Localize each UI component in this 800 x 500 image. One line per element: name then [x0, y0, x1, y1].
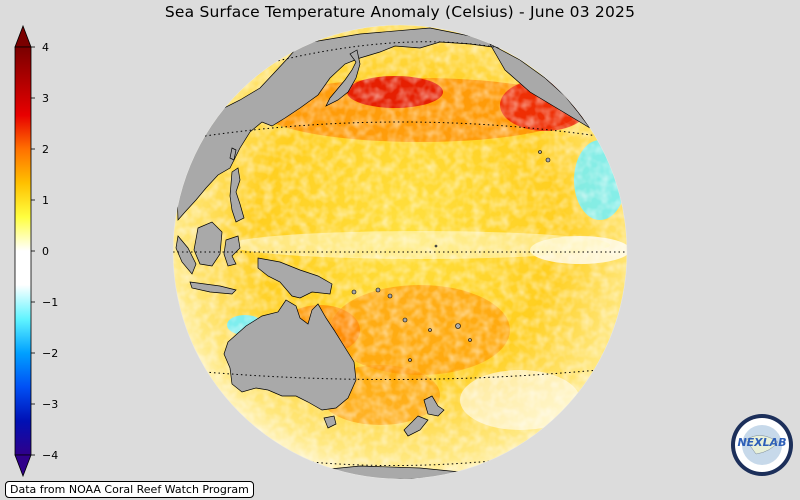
- land-sumatra: [175, 235, 197, 275]
- colorbar-body: [14, 46, 32, 456]
- globe-outline: [172, 24, 628, 480]
- colorbar-tick-label: 4: [42, 41, 49, 54]
- graticule-lat-60s: [289, 457, 521, 467]
- colorbar-tick-label: −4: [42, 449, 58, 462]
- logo-land: [745, 435, 779, 455]
- land-japan: [325, 49, 361, 107]
- land-australia: [223, 299, 357, 411]
- map-title: Sea Surface Temperature Anomaly (Celsius…: [164, 3, 636, 21]
- land-sulawesi: [223, 235, 241, 267]
- colorbar-tick-label: −3: [42, 398, 58, 411]
- colorbar-tick-label: −1: [42, 296, 58, 309]
- colorbar-extend-bottom: [14, 454, 32, 478]
- land-new-zealand-south: [403, 415, 429, 437]
- land-masses: [175, 27, 591, 479]
- land-tasmania: [323, 415, 337, 429]
- colorbar-tick-label: 2: [42, 143, 49, 156]
- land-borneo: [193, 221, 223, 267]
- land-taiwan: [229, 147, 237, 161]
- land-new-guinea: [257, 257, 333, 299]
- data-credit: Data from NOAA Coral Reef Watch Program: [5, 481, 254, 498]
- graticule: [173, 41, 627, 467]
- land-java: [189, 281, 237, 295]
- pacific-islands: [351, 150, 551, 362]
- land-new-zealand-north: [423, 395, 445, 417]
- colorbar-tick-label: 1: [42, 194, 49, 207]
- colorbar-tick-label: −2: [42, 347, 58, 360]
- land-philippines: [229, 167, 245, 223]
- land-north-america-edge: [489, 43, 591, 129]
- colorbar-tick-label: 0: [42, 245, 49, 258]
- colorbar-ticks: 4 3 2 1 0 −1 −2 −3 −4: [31, 41, 58, 462]
- colorbar: 4 3 2 1 0 −1 −2 −3 −4: [14, 24, 58, 478]
- colorbar-extend-top: [14, 24, 32, 48]
- nexlab-logo: NEXLAB: [731, 414, 793, 476]
- colorbar-tick-label: 3: [42, 92, 49, 105]
- logo-text: NEXLAB: [737, 436, 786, 449]
- globe: [172, 24, 628, 480]
